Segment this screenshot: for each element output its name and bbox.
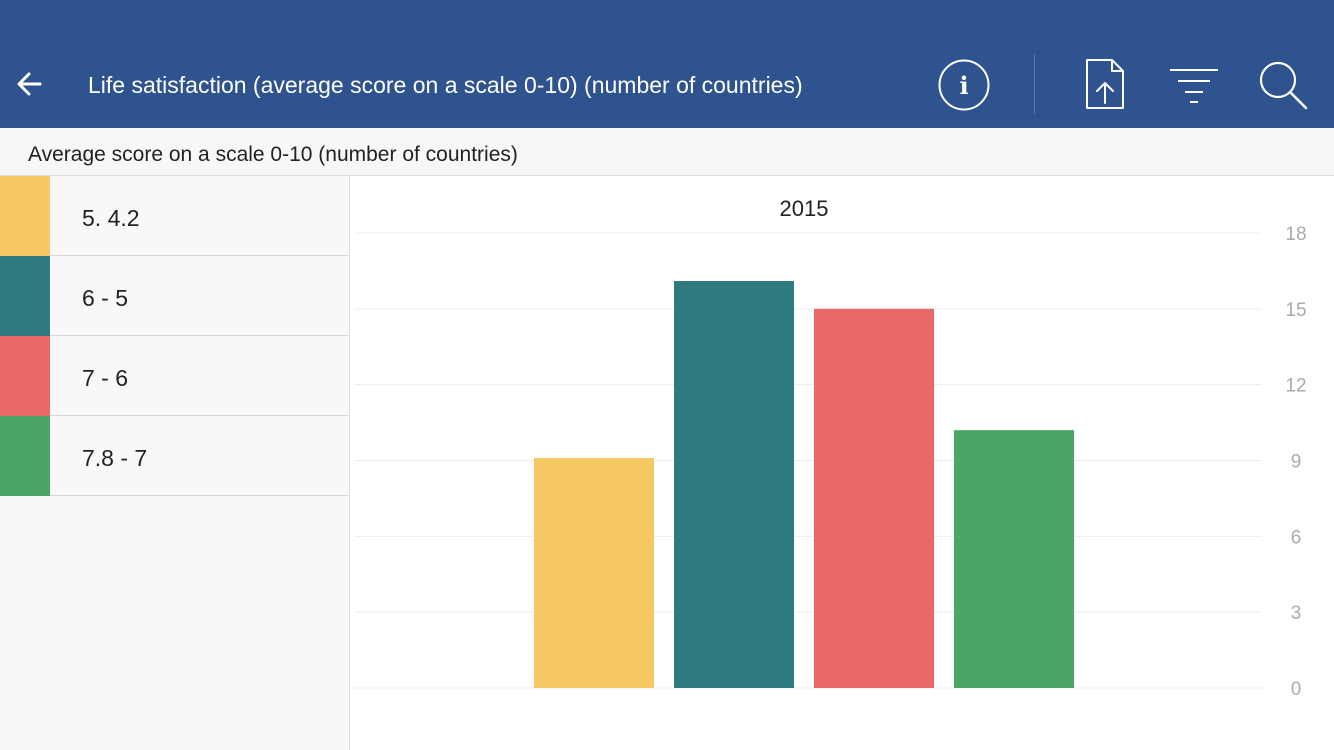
- chart-title: 2015: [780, 196, 829, 221]
- y-tick-label: 18: [1285, 224, 1306, 245]
- y-tick-label: 12: [1285, 376, 1306, 397]
- svg-text:i: i: [959, 71, 968, 100]
- chart-area: 2015 0 3 6 9 12 15 18: [350, 176, 1334, 750]
- header-divider: [1034, 54, 1035, 114]
- info-button[interactable]: i: [937, 58, 991, 112]
- export-button[interactable]: [1080, 56, 1130, 112]
- legend-swatch: [0, 176, 50, 256]
- legend-item[interactable]: 7.8 - 7: [0, 416, 348, 496]
- filter-icon: [1170, 69, 1218, 103]
- bar-chart: 2015 0 3 6 9 12 15 18: [354, 196, 1307, 700]
- search-icon: [1259, 61, 1308, 110]
- legend-swatch: [0, 336, 50, 416]
- export-icon: [1086, 59, 1124, 109]
- y-tick-label: 15: [1285, 300, 1306, 321]
- subheader-text: Average score on a scale 0-10 (number of…: [28, 143, 518, 166]
- chart-bars: [534, 281, 1074, 688]
- app-header: Life satisfaction (average score on a sc…: [0, 0, 1334, 128]
- legend-item[interactable]: 7 - 6: [0, 336, 348, 416]
- legend-label: 7.8 - 7: [82, 445, 148, 471]
- back-button[interactable]: [10, 62, 50, 106]
- legend-panel: 5. 4.2 6 - 5 7 - 6 7.8 - 7: [0, 176, 350, 750]
- legend-label: 6 - 5: [82, 285, 129, 311]
- y-tick-label: 6: [1291, 527, 1302, 548]
- legend-swatch: [0, 416, 50, 496]
- filter-button[interactable]: [1166, 64, 1222, 106]
- bar[interactable]: [954, 430, 1074, 688]
- y-tick-label: 9: [1291, 452, 1302, 473]
- legend-label: 7 - 6: [82, 365, 129, 391]
- bar[interactable]: [534, 457, 654, 688]
- y-tick-label: 3: [1291, 603, 1302, 624]
- chart-grid: [354, 232, 1262, 689]
- search-button[interactable]: [1256, 58, 1312, 112]
- info-icon: i: [938, 59, 990, 111]
- legend-swatch: [0, 256, 50, 336]
- bar[interactable]: [814, 308, 934, 688]
- legend-item[interactable]: 5. 4.2: [0, 176, 348, 256]
- back-arrow-icon: [17, 72, 42, 96]
- bar[interactable]: [674, 281, 794, 688]
- y-tick-label: 0: [1291, 679, 1302, 700]
- page-title: Life satisfaction (average score on a sc…: [88, 72, 803, 98]
- legend-label: 5. 4.2: [82, 205, 140, 231]
- y-axis-ticks: 0 3 6 9 12 15 18: [1285, 224, 1306, 700]
- legend-item[interactable]: 6 - 5: [0, 256, 348, 336]
- subheader: Average score on a scale 0-10 (number of…: [0, 128, 1334, 176]
